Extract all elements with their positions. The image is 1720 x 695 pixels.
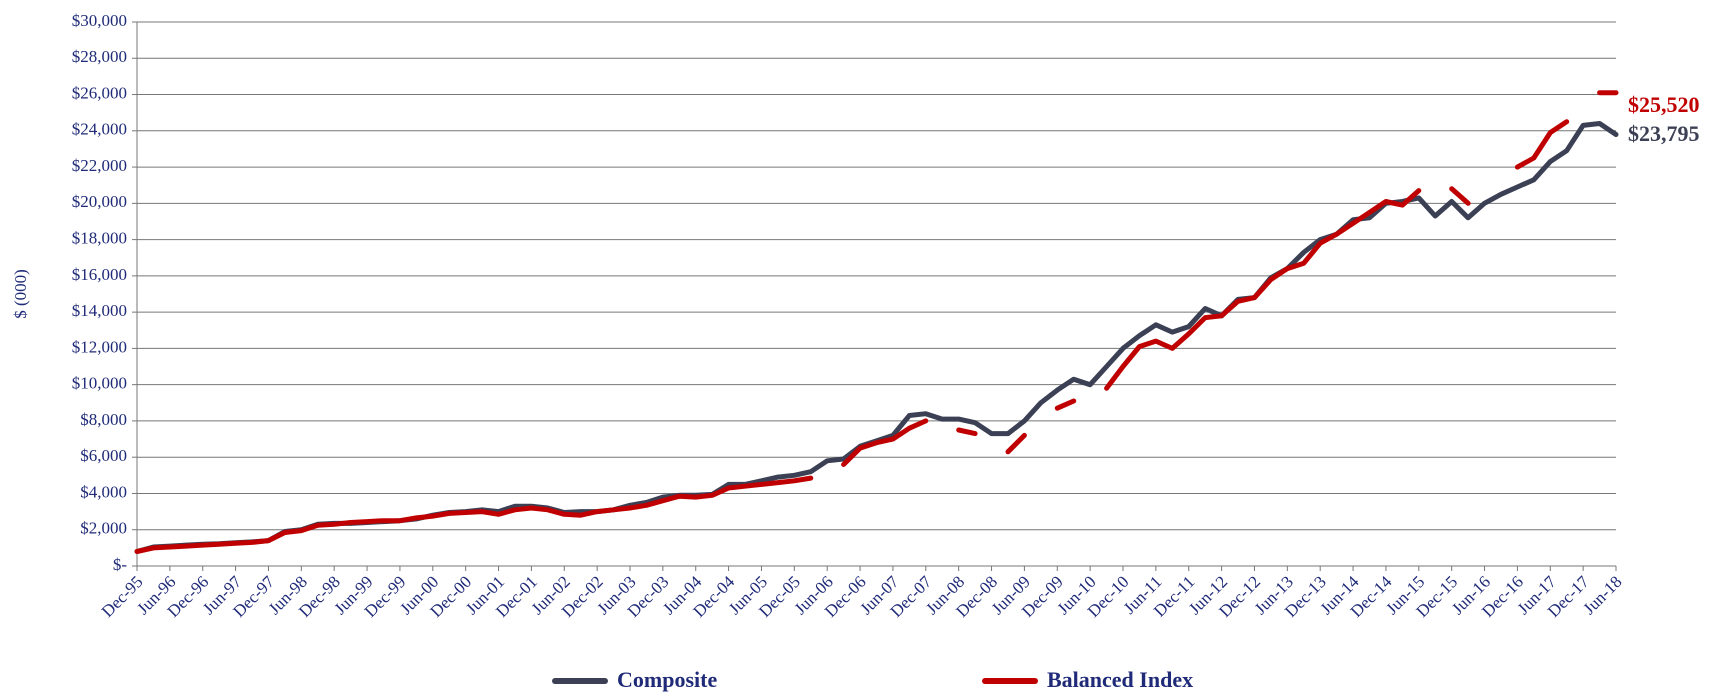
annotation: $25,520 [1628, 92, 1700, 117]
x-tick-label: Jun-18 [1579, 572, 1625, 618]
legend-label: Composite [617, 667, 717, 692]
y-axis-label: $ (000) [11, 269, 30, 319]
y-tick-label: $14,000 [72, 301, 127, 320]
y-tick-label: $8,000 [80, 410, 127, 429]
annotation: $23,795 [1628, 121, 1700, 146]
series-line [134, 90, 1619, 554]
series-line [134, 121, 1619, 554]
y-tick-label: $24,000 [72, 120, 127, 139]
y-tick-label: $16,000 [72, 265, 127, 284]
y-tick-label: $28,000 [72, 47, 127, 66]
y-tick-label: $22,000 [72, 156, 127, 175]
y-tick-label: $30,000 [72, 11, 127, 30]
y-tick-label: $2,000 [80, 519, 127, 538]
y-tick-label: $4,000 [80, 482, 127, 501]
y-tick-label: $6,000 [80, 446, 127, 465]
y-tick-label: $12,000 [72, 337, 127, 356]
x-tick-label: Dec-95 [98, 572, 147, 621]
y-tick-label: $26,000 [72, 83, 127, 102]
y-tick-label: $- [113, 555, 128, 574]
y-tick-label: $20,000 [72, 192, 127, 211]
y-tick-label: $18,000 [72, 229, 127, 248]
y-tick-label: $10,000 [72, 374, 127, 393]
legend-label: Balanced Index [1047, 667, 1193, 692]
